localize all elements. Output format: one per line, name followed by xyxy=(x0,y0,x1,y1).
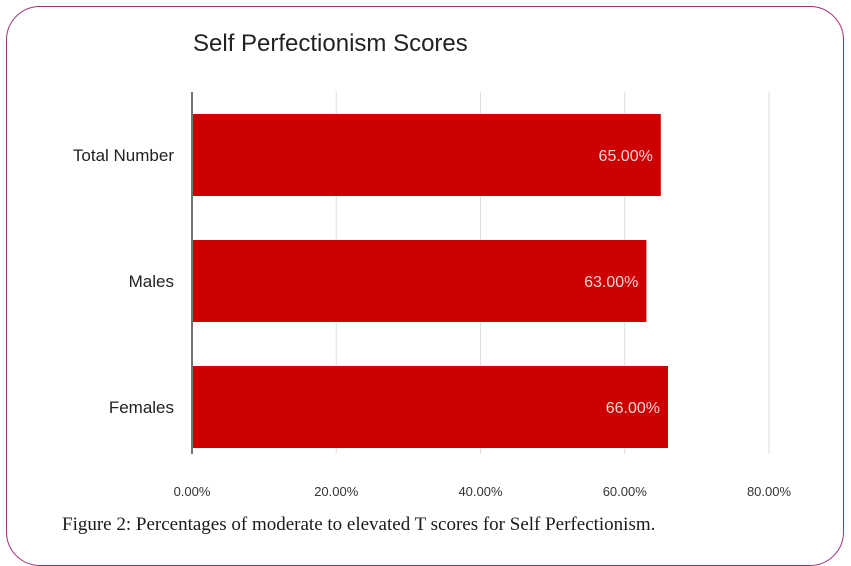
category-label: Males xyxy=(129,272,174,291)
data-label: 63.00% xyxy=(584,274,638,291)
x-tick-label: 80.00% xyxy=(747,484,792,499)
category-label: Females xyxy=(109,398,174,417)
data-label: 66.00% xyxy=(606,400,660,417)
data-label: 65.00% xyxy=(599,148,653,165)
x-tick-label: 20.00% xyxy=(314,484,359,499)
x-tick-label: 40.00% xyxy=(458,484,503,499)
bar-chart: 0.00% 20.00% 40.00% 60.00% 80.00% Total Numbe… xyxy=(73,92,792,499)
bar xyxy=(193,366,669,448)
bar xyxy=(193,114,661,196)
figure-caption: Figure 2: Percentages of moderate to ele… xyxy=(62,514,656,535)
category-label: Total Number xyxy=(73,146,174,165)
x-tick-label: 60.00% xyxy=(603,484,648,499)
chart-title: Self Perfectionism Scores xyxy=(193,30,468,57)
x-tick-label: 0.00% xyxy=(174,484,211,499)
bar xyxy=(193,240,647,322)
